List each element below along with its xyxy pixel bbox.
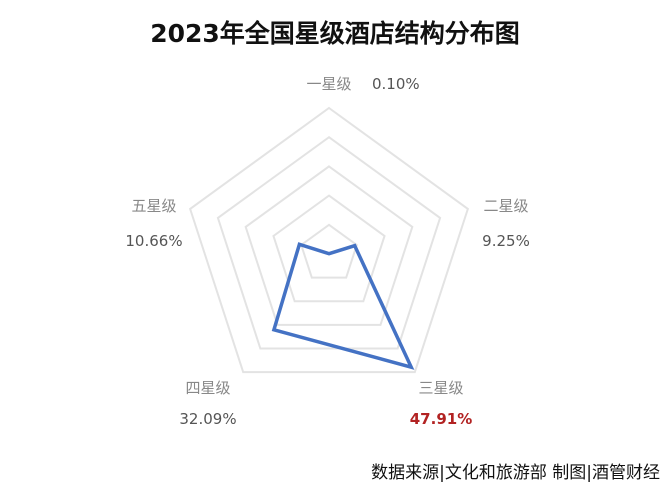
grid-ring (216, 135, 442, 350)
category-label: 二星级 (483, 197, 528, 215)
category-label: 四星级 (185, 379, 230, 397)
source-note: 数据来源|文化和旅游部 制图|酒管财经 (371, 463, 660, 483)
radar-series (271, 242, 415, 370)
series-line (271, 242, 415, 370)
category-label: 三星级 (418, 379, 463, 397)
category-label: 五星级 (131, 197, 176, 215)
value-label: 0.10% (372, 75, 420, 93)
value-label: 32.09% (179, 410, 236, 428)
value-label: 10.66% (125, 232, 182, 250)
category-label: 一星级 (306, 75, 351, 93)
grid-ring (188, 106, 470, 374)
grid-ring (272, 194, 386, 303)
value-label: 9.25% (482, 232, 530, 250)
grid-ring (300, 223, 358, 279)
value-label: 47.91% (410, 410, 472, 428)
grid-ring (244, 165, 414, 326)
radar-labels: 一星级 0.10% 二星级 9.25% 三星级 47.91% 四星级 32.09% 五星级 10.… (125, 75, 529, 428)
chart-title: 2023年全国星级酒店结构分布图 (150, 19, 520, 48)
radar-grid (188, 106, 470, 374)
